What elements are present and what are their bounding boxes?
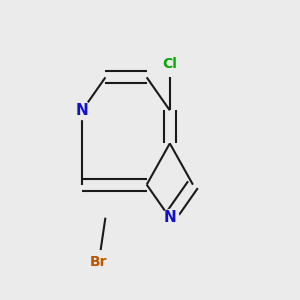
- Text: Cl: Cl: [162, 57, 177, 71]
- Text: N: N: [164, 210, 176, 225]
- Text: Br: Br: [90, 255, 108, 269]
- Text: N: N: [76, 103, 89, 118]
